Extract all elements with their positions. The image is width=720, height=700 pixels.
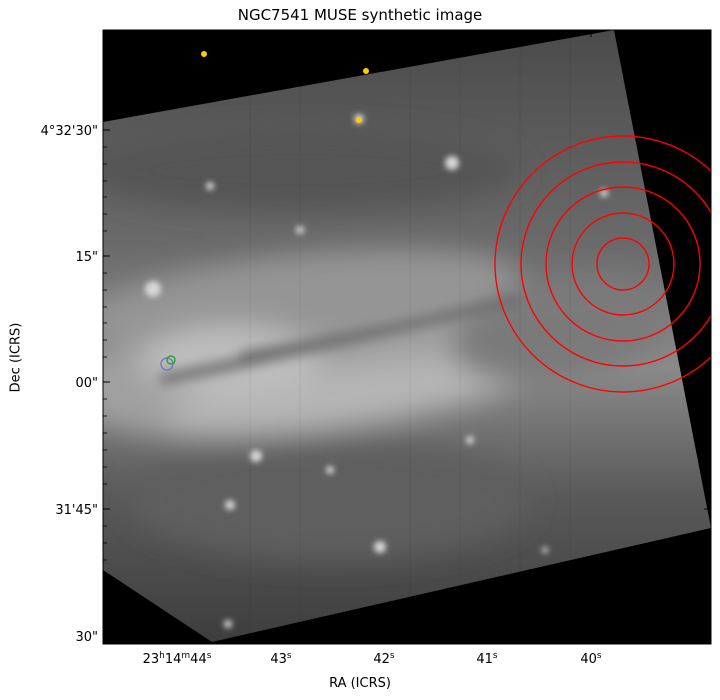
yellow-marker: [363, 68, 369, 74]
y-tick-label: 15": [75, 250, 98, 265]
y-tick-label: 31'45": [55, 503, 98, 518]
x-tick-label: 43s: [270, 651, 292, 667]
y-tick-label: 30": [75, 630, 98, 645]
muse-field-image: [103, 30, 711, 642]
x-tick-label: 41s: [476, 651, 498, 667]
circle-ring-3: [545, 186, 701, 342]
y-tick-label: 00": [75, 376, 98, 391]
green-circle-marker: [166, 355, 176, 365]
circle-ring-2: [571, 212, 675, 316]
circle-ring-5: [494, 135, 711, 393]
circle-ring-4: [520, 161, 711, 367]
figure-title: NGC7541 MUSE synthetic image: [237, 6, 483, 24]
circle-ring-1: [596, 237, 650, 291]
yellow-marker: [201, 51, 207, 57]
y-tick-label: 4°32'30": [41, 124, 98, 139]
axes-frame: [102, 29, 712, 645]
yellow-marker: [356, 117, 362, 123]
minor-ticks: [103, 45, 705, 644]
major-ticks: [103, 30, 711, 644]
x-tick-label: 40s: [580, 651, 602, 667]
y-axis-label: Dec (ICRS): [8, 322, 24, 393]
concentric-circles: [494, 135, 711, 393]
x-tick-label: 23h14m44s: [143, 651, 212, 667]
x-axis-label: RA (ICRS): [329, 676, 391, 691]
x-tick-label: 42s: [373, 651, 395, 667]
